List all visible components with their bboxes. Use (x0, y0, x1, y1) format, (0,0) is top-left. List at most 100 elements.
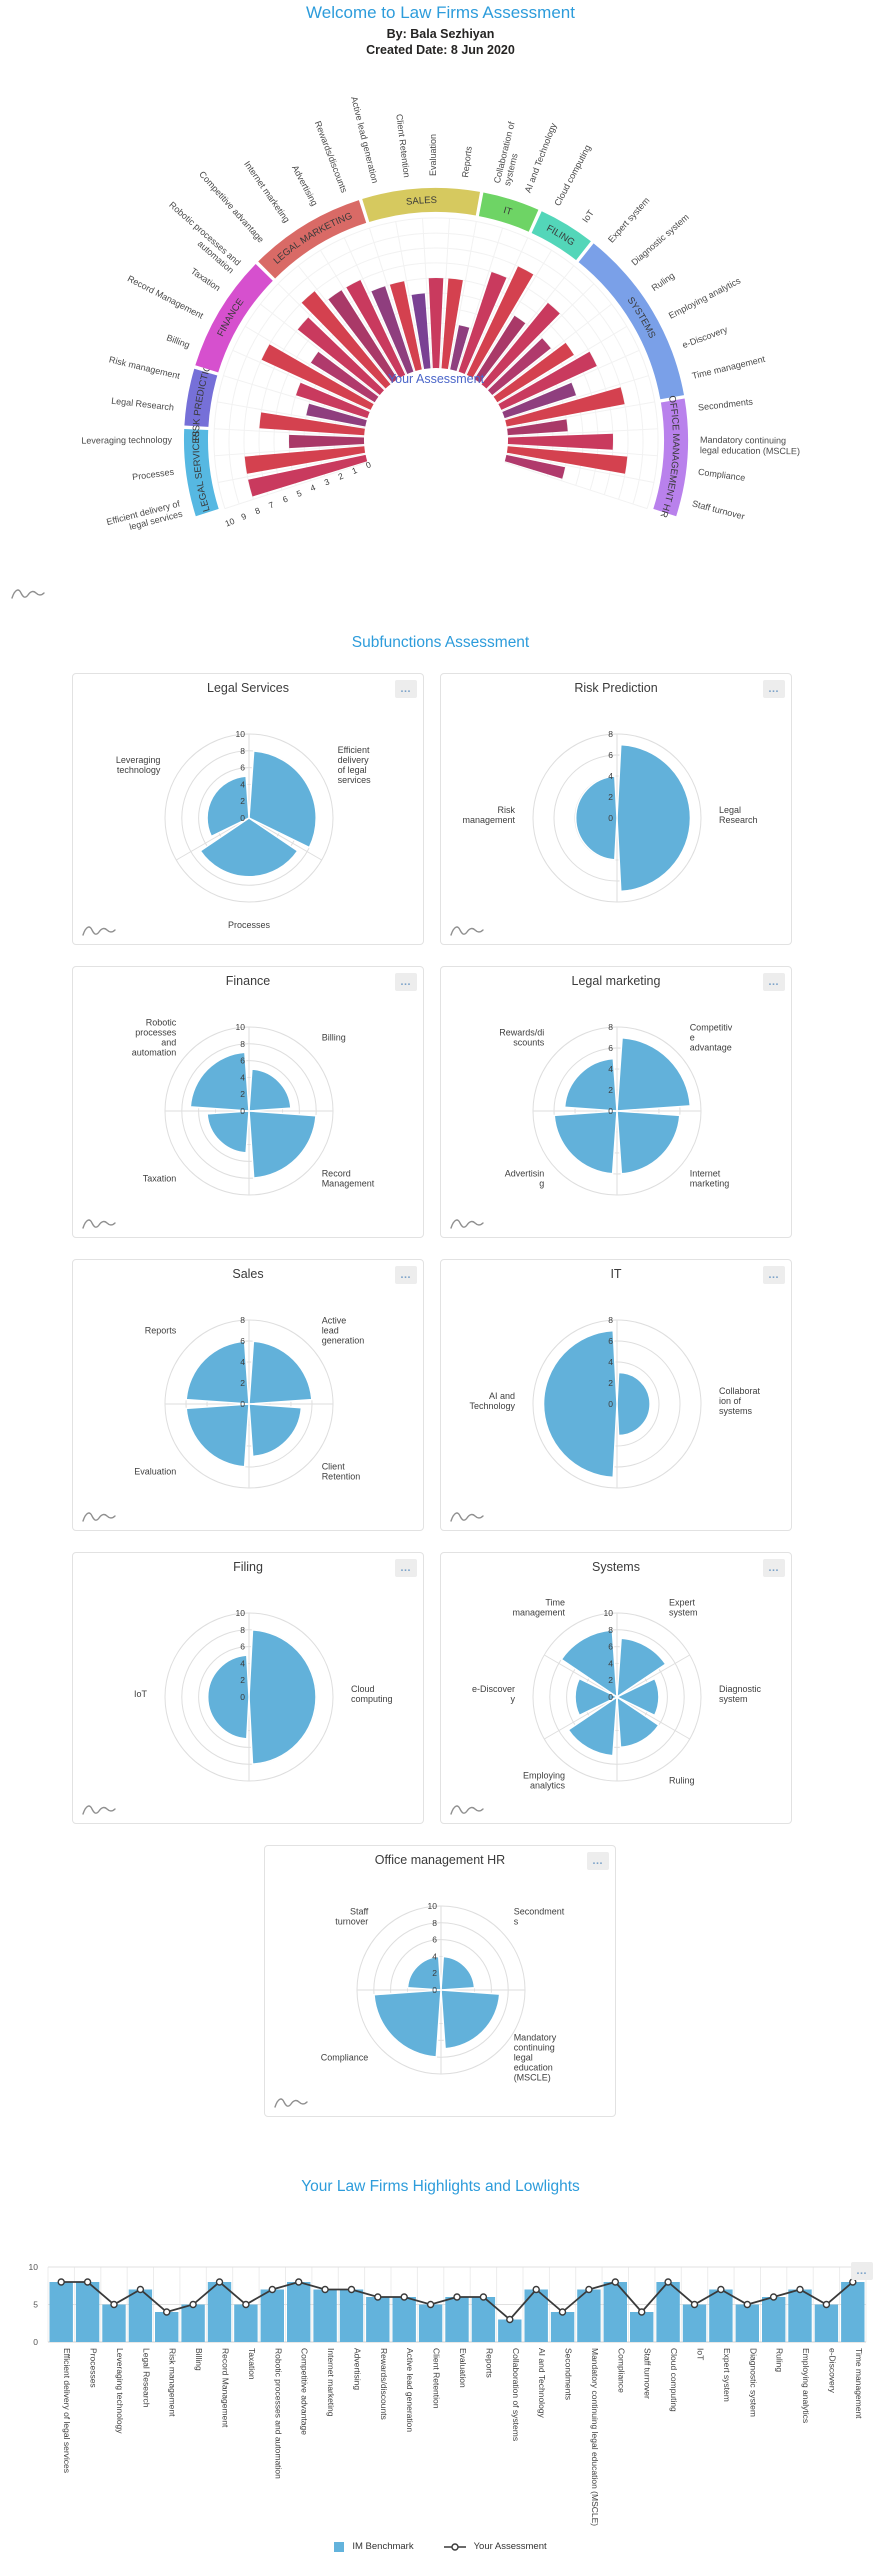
radial-bar[interactable] (481, 302, 560, 389)
category-arc[interactable] (258, 200, 367, 279)
benchmark-bar[interactable] (207, 2282, 232, 2342)
assessment-marker[interactable] (532, 2285, 540, 2294)
rose-wedge[interactable] (248, 1403, 303, 1458)
assessment-marker[interactable] (162, 2308, 171, 2316)
rose-wedge[interactable] (616, 1110, 681, 1175)
benchmark-bar[interactable] (75, 2282, 100, 2342)
radial-bar[interactable] (504, 454, 566, 479)
assessment-marker[interactable] (215, 2278, 224, 2286)
category-arc[interactable] (531, 211, 591, 261)
assessment-marker[interactable] (479, 2293, 488, 2301)
assessment-marker[interactable] (611, 2278, 619, 2286)
category-arc[interactable] (653, 398, 689, 517)
radial-bar[interactable] (507, 433, 613, 450)
assessment-marker[interactable] (242, 2300, 250, 2309)
radial-bar[interactable] (450, 325, 470, 371)
assessment-marker[interactable] (347, 2285, 356, 2294)
radial-bar[interactable] (261, 344, 374, 410)
rose-wedge[interactable] (199, 817, 299, 878)
assessment-marker[interactable] (57, 2278, 65, 2286)
rose-wedge[interactable] (440, 1955, 476, 1991)
radial-bar[interactable] (411, 293, 431, 369)
benchmark-bar[interactable] (788, 2289, 812, 2343)
assessment-marker[interactable] (769, 2293, 778, 2301)
assessment-marker[interactable] (426, 2300, 435, 2309)
benchmark-bar[interactable] (260, 2289, 284, 2343)
options-button[interactable]: … (587, 1852, 609, 1870)
radial-bar[interactable] (488, 338, 551, 395)
radial-bar[interactable] (244, 446, 366, 474)
benchmark-bar[interactable] (577, 2289, 601, 2343)
assessment-marker[interactable] (822, 2300, 831, 2309)
options-button[interactable]: … (395, 1266, 417, 1284)
assessment-marker[interactable] (717, 2285, 725, 2294)
radial-bar[interactable] (498, 351, 597, 410)
options-button[interactable]: … (763, 1559, 785, 1577)
radial-bar[interactable] (428, 278, 444, 369)
benchmark-bar[interactable] (682, 2304, 707, 2343)
rose-wedge[interactable] (406, 1955, 442, 1991)
category-arc[interactable] (195, 264, 273, 373)
radial-bar[interactable] (493, 342, 574, 403)
benchmark-bar[interactable] (630, 2312, 654, 2342)
assessment-marker[interactable] (268, 2285, 276, 2294)
assessment-marker[interactable] (585, 2285, 593, 2294)
rose-wedge[interactable] (185, 1403, 250, 1468)
assessment-marker[interactable] (110, 2300, 118, 2309)
rose-wedge[interactable] (574, 775, 618, 861)
radial-bar[interactable] (259, 412, 365, 436)
assessment-marker[interactable] (664, 2278, 672, 2286)
radial-bar[interactable] (328, 290, 398, 383)
rose-wedge[interactable] (373, 1989, 442, 2058)
benchmark-bar[interactable] (313, 2289, 337, 2343)
rose-wedge[interactable] (248, 1629, 317, 1765)
options-button[interactable]: … (395, 973, 417, 991)
benchmark-bar[interactable] (102, 2304, 126, 2343)
radial-bar[interactable] (371, 286, 414, 374)
benchmark-bar[interactable] (445, 2297, 469, 2342)
rose-wedge[interactable] (248, 1068, 292, 1112)
rose-wedge[interactable] (560, 1629, 618, 1699)
benchmark-bar[interactable] (49, 2282, 73, 2342)
radial-bar[interactable] (296, 382, 370, 419)
radial-bar[interactable] (506, 446, 628, 474)
category-arc[interactable] (184, 368, 218, 427)
radial-bar[interactable] (306, 403, 367, 427)
assessment-marker[interactable] (743, 2300, 751, 2309)
rose-wedge[interactable] (206, 1110, 250, 1154)
category-arc[interactable] (578, 243, 684, 400)
category-arc[interactable] (183, 429, 219, 517)
benchmark-bar[interactable] (814, 2304, 839, 2343)
rose-wedge[interactable] (615, 1677, 660, 1717)
benchmark-bar[interactable] (366, 2297, 390, 2342)
rose-wedge[interactable] (248, 750, 317, 849)
assessment-marker[interactable] (638, 2308, 646, 2316)
assessment-marker[interactable] (189, 2300, 197, 2309)
benchmark-bar[interactable] (181, 2304, 205, 2343)
assessment-marker[interactable] (83, 2278, 92, 2286)
benchmark-bar[interactable] (155, 2312, 179, 2342)
assessment-marker[interactable] (506, 2315, 514, 2324)
rose-wedge[interactable] (574, 1677, 619, 1717)
radial-bar[interactable] (474, 315, 526, 383)
benchmark-bar[interactable] (735, 2304, 759, 2343)
benchmark-bar[interactable] (524, 2289, 548, 2343)
rose-wedge[interactable] (248, 1110, 317, 1179)
radial-bar[interactable] (507, 419, 568, 436)
benchmark-bar[interactable] (392, 2297, 416, 2342)
radial-bar[interactable] (288, 434, 365, 449)
assessment-marker[interactable] (321, 2285, 329, 2294)
radial-bar[interactable] (346, 280, 406, 378)
assessment-marker[interactable] (400, 2293, 408, 2301)
benchmark-bar[interactable] (762, 2297, 786, 2342)
assessment-marker[interactable] (796, 2285, 804, 2294)
rose-wedge[interactable] (616, 743, 692, 893)
benchmark-bar[interactable] (234, 2304, 258, 2343)
benchmark-bar[interactable] (128, 2289, 153, 2343)
benchmark-bar[interactable] (471, 2297, 496, 2342)
radial-bar[interactable] (310, 351, 379, 403)
radial-bar[interactable] (248, 454, 368, 497)
rose-wedge[interactable] (616, 1036, 692, 1112)
rose-wedge[interactable] (616, 1637, 667, 1699)
options-button[interactable]: … (395, 1559, 417, 1577)
